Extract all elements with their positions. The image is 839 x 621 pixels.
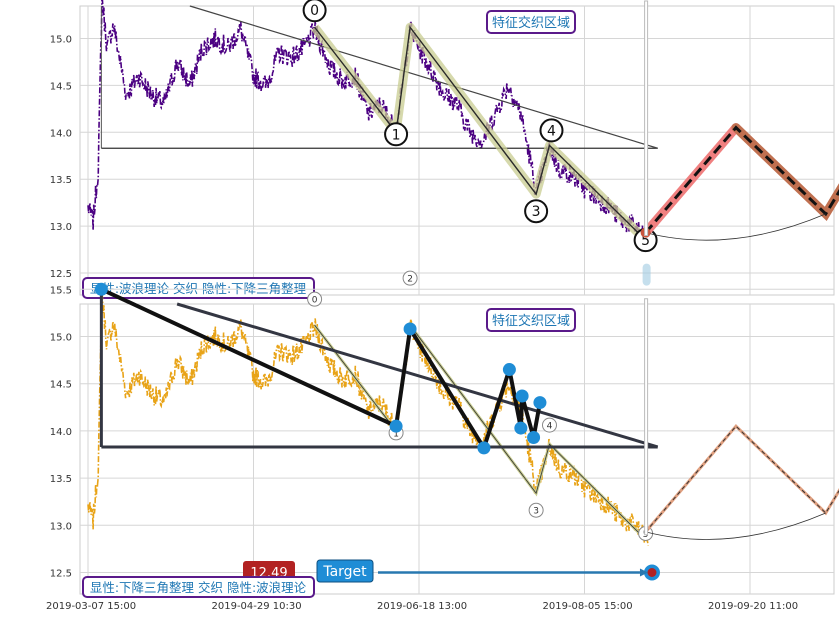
price-series-line <box>87 291 649 546</box>
wave-label: 0 <box>310 3 319 19</box>
x-tick-label: 2019-09-20 11:00 <box>708 601 798 612</box>
wave-label-small: 0 <box>312 296 318 306</box>
y-tick-label: 15.0 <box>50 35 72 46</box>
caption-box <box>82 277 315 299</box>
projection-halo-thin <box>644 423 839 533</box>
y-tick-label: 15.0 <box>50 333 72 344</box>
pivot-point <box>533 396 547 410</box>
target-label: Target <box>322 564 367 580</box>
region-label: 特征交织区域 <box>492 313 570 329</box>
panel-caption: 显性:波浪理论 交织 隐性:下降三角整理 <box>90 281 307 296</box>
pivot-point <box>515 389 529 403</box>
region-label-box <box>486 308 576 332</box>
wave-label-small: 3 <box>533 507 539 517</box>
y-tick-label: 13.5 <box>50 474 72 485</box>
wave-label: 1 <box>392 127 401 143</box>
y-tick-label: 12.5 <box>50 569 72 580</box>
target-label-box <box>316 559 374 583</box>
wave-label-small: 4 <box>547 422 553 432</box>
x-tick-label: 2019-06-18 13:00 <box>377 601 467 612</box>
projection-path <box>644 125 839 234</box>
triangle-upper-line <box>189 5 658 149</box>
y-tick-label: 15.5 <box>50 285 72 296</box>
y-tick-label: 14.0 <box>50 427 72 438</box>
pivot-point <box>389 419 403 433</box>
x-tick-label: 2019-08-05 15:00 <box>543 601 633 612</box>
pivot-point <box>514 421 528 435</box>
y-tick-label: 12.5 <box>50 269 72 280</box>
projection-arc <box>645 213 826 241</box>
wave-label-small: 2 <box>407 275 413 285</box>
vertical-marker-bar <box>644 298 649 536</box>
region-label-box <box>486 10 576 34</box>
triangle-upper-line <box>176 302 659 449</box>
vertical-marker-bar <box>644 0 649 236</box>
wave-label: 3 <box>532 204 541 220</box>
wave-label-circle <box>524 199 549 224</box>
y-tick-label: 14.5 <box>50 81 72 92</box>
wave-label-circle <box>384 122 409 147</box>
pivot-point <box>502 363 516 377</box>
pivot-point <box>94 282 108 296</box>
target-glow <box>642 263 651 286</box>
x-axis: 2019-03-07 15:00 2019-04-29 10:30 2019-06-… <box>46 601 798 612</box>
wave-label-circle <box>302 0 327 23</box>
caption-box <box>82 576 315 598</box>
wave-label-circle-small <box>541 417 557 433</box>
wave-label-circle <box>539 118 564 143</box>
wave-label: 5 <box>641 233 650 249</box>
x-tick-label: 2019-04-29 10:30 <box>212 601 302 612</box>
pivot-point <box>477 441 491 455</box>
pivot-point <box>403 322 417 336</box>
panel-caption: 显性:下降三角整理 交织 隐性:波浪理论 <box>90 580 307 595</box>
wave-label-circle-small <box>402 270 418 286</box>
wave-label-small: 1 <box>393 429 399 439</box>
y-tick-label: 13.5 <box>50 175 72 186</box>
y-tick-label: 14.0 <box>50 128 72 139</box>
pivot-point <box>527 431 541 445</box>
y-tick-label: 13.0 <box>50 222 72 233</box>
top-panel: 12.5 13.0 13.5 14.0 14.5 15.0 15.5 0 1 2 3 4 5 特征交织区域… <box>50 0 839 299</box>
region-label: 特征交织区域 <box>492 15 570 31</box>
wave-path <box>314 25 647 241</box>
wave-path-thin <box>314 324 646 540</box>
y-tick-label: 14.5 <box>50 380 72 391</box>
plot-frame <box>79 303 835 595</box>
wave-label-circle-small <box>307 291 323 307</box>
target-arrowhead <box>639 568 648 577</box>
price-series-line <box>87 0 649 247</box>
wave-label-circle-small <box>528 502 544 518</box>
x-tick-label: 2019-03-07 15:00 <box>46 601 136 612</box>
wave-label: 4 <box>547 123 556 139</box>
projection-arc <box>645 512 826 540</box>
y-tick-label: 13.0 <box>50 521 72 532</box>
bottom-panel: 12.513.013.514.014.515.015.5012345Target… <box>50 270 839 598</box>
target-point-core <box>647 568 657 577</box>
